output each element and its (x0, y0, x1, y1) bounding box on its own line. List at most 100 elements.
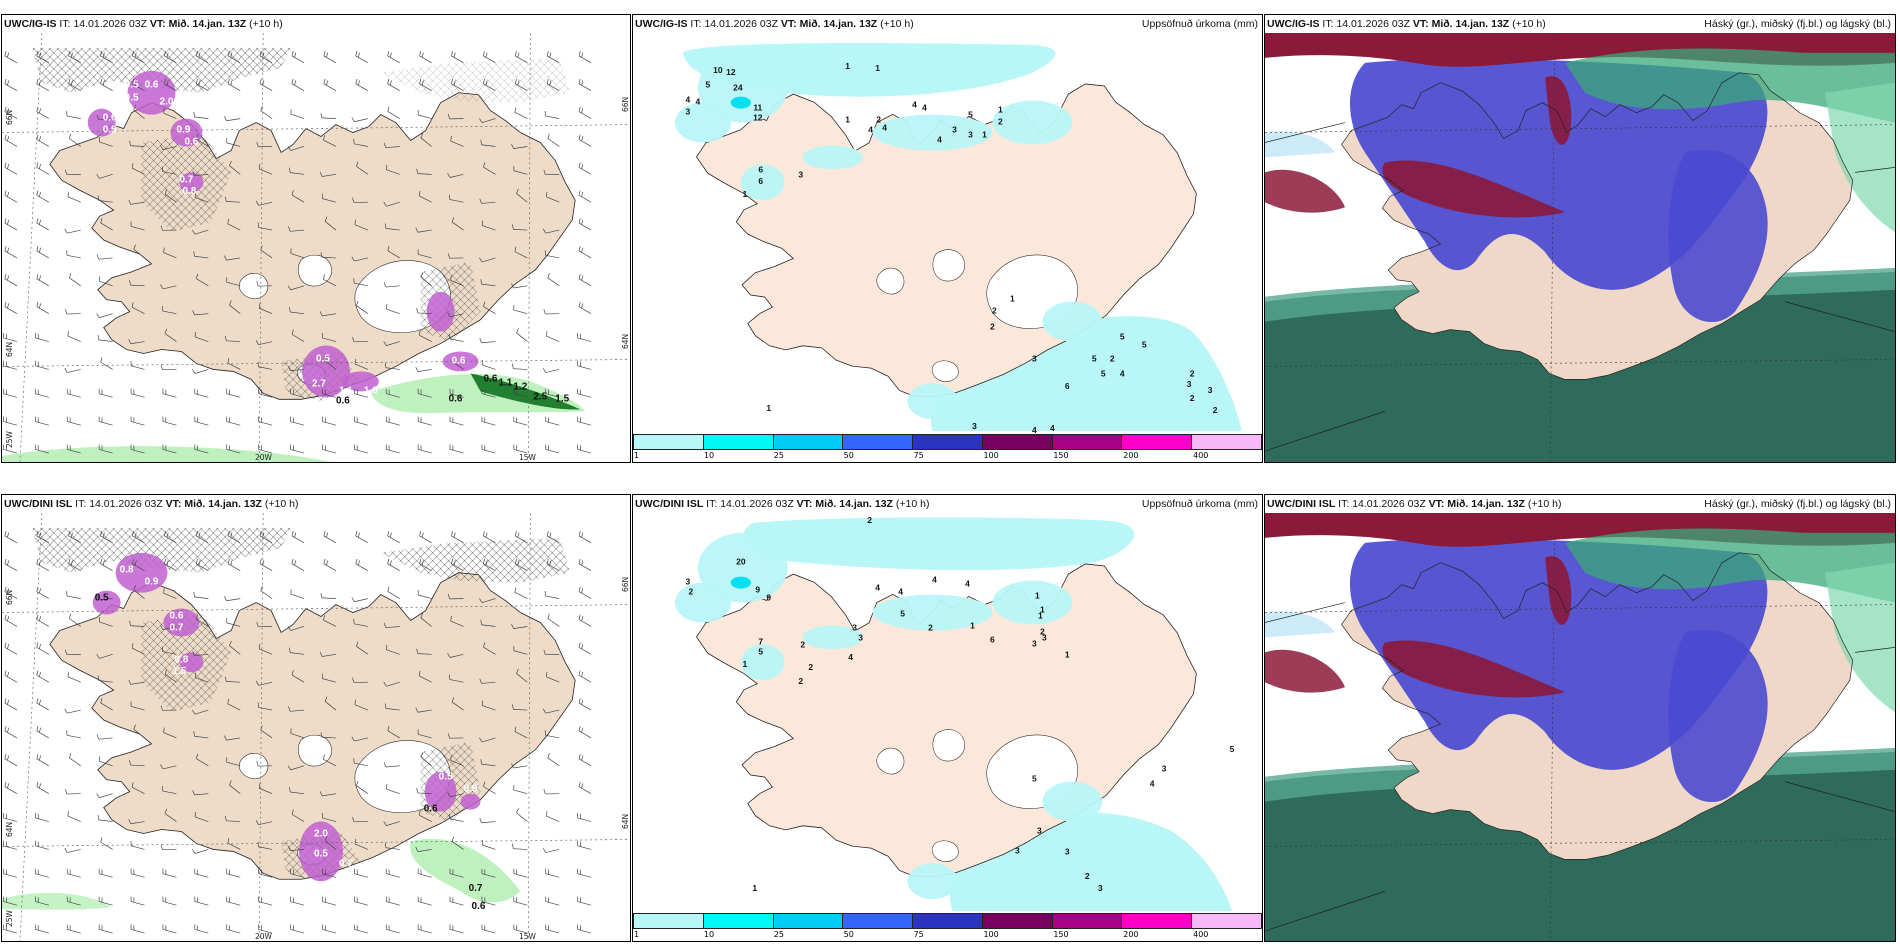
wind-barb (542, 368, 560, 373)
domain-boundary (1265, 410, 1386, 452)
precip-area (1042, 781, 1103, 822)
wind-barb (132, 530, 145, 544)
wind-barb (419, 50, 432, 64)
precip-value-label: 0.5 (95, 593, 109, 604)
map-area[interactable]: 0.7 0.6 0.8 0.9 0.6 0.7 0.8 1.5 1.0 0.5 0.9 2.0 0.5 0… (2, 513, 630, 941)
wind-barb (415, 846, 432, 852)
wind-barb (447, 652, 464, 658)
map-area[interactable] (1265, 33, 1895, 462)
panel-title: Háský (gr.), miðský (fj.bl.) og lágský (… (1704, 498, 1891, 510)
wind-barb (385, 924, 400, 934)
wind-barb (578, 246, 592, 259)
glacier (931, 360, 959, 382)
wind-barb (578, 134, 592, 147)
map-area[interactable]: 10 12 5 24 4 4 3 11 12 6 6 1 3 1 1 1 4 2 4 4 4 4 5 1 2 3 3 1 1 2 2 3 2 5 5… (633, 33, 1262, 434)
coastline (1341, 72, 1854, 380)
wind-barb (355, 50, 369, 64)
panel-bottom-left-wind-precip: UWC/DINI ISL IT: 14.01.2026 03Z VT: Mið.… (1, 494, 631, 942)
wind-barb (66, 730, 81, 739)
precip-value-label: 2 (992, 306, 997, 316)
it-label: IT: (706, 498, 718, 510)
model-name: UWC/DINI ISL (635, 498, 704, 510)
legend-swatch (703, 435, 774, 449)
wind-barb (417, 868, 432, 878)
wind-barb (353, 896, 368, 906)
precip-value-label: 4 (937, 134, 942, 144)
high-cloud-area (1265, 169, 1345, 213)
precip-value-label: 3 (686, 107, 691, 117)
wind-barb (4, 246, 18, 259)
wind-barb (543, 309, 560, 315)
longitude-gridline (527, 513, 531, 941)
wind-barb (36, 726, 50, 739)
wind-barb (353, 444, 368, 454)
precip-value-label: 24 (733, 83, 743, 93)
wind-barb (163, 588, 177, 599)
precip-value-label: 3 (1208, 385, 1213, 395)
wind-barb (417, 249, 432, 259)
precip-value-label: 1 (845, 115, 850, 125)
map-area[interactable]: 0.5 0.6 2.0 0.5 0.6 0.5 0.9 0.6 0.7 0.8 0.5 2.7 1.1 1… (2, 33, 630, 462)
wind-barb (96, 115, 113, 121)
map-area[interactable]: 2 20 3 2 9 9 7 5 1 2 2 2 3 3 4 4 4 5 4 4 2 1 1 1 3 3 1 2 1 6 5 3 4 5 3 3 2 3 3… (633, 513, 1262, 913)
wind-barb (3, 332, 18, 342)
precip-area (992, 580, 1073, 625)
wind-barb (450, 136, 464, 147)
wind-barb (577, 444, 592, 454)
precip-value-label: 3 (852, 622, 857, 632)
wind-barb (481, 924, 496, 934)
wind-barb (196, 614, 209, 627)
mid-cloud-area (1668, 629, 1768, 803)
wind-barb (68, 530, 81, 544)
hatched-area (31, 527, 292, 573)
wind-barb (66, 896, 81, 906)
map-area[interactable] (1265, 513, 1895, 941)
glacier (931, 840, 959, 862)
wind-barb (100, 357, 113, 370)
wind-barb (36, 218, 50, 231)
wind-barb (353, 868, 368, 878)
precip-value-label: 4 (965, 579, 970, 589)
latitude-gridline (1265, 359, 1895, 367)
it-label: IT: (59, 18, 71, 30)
wind-barb (162, 924, 177, 934)
wind-barb (542, 848, 560, 853)
wind-barb (96, 793, 113, 799)
wind-barb (481, 839, 496, 850)
wind-barb (351, 256, 368, 262)
precip-value-label: 2 (1213, 405, 1218, 415)
precip-value-label: 2 (990, 322, 995, 332)
wind-barb (257, 222, 273, 231)
wind-barb (259, 558, 273, 572)
wind-barb (259, 530, 273, 544)
precip-area-heavy (730, 96, 751, 109)
precip-value-label: 2.7 (312, 378, 326, 389)
precip-value-label: 2.5 (533, 391, 547, 402)
wind-barb (545, 896, 560, 906)
wind-barb (160, 145, 177, 150)
wind-barb (287, 146, 305, 151)
precip-value-label: 5 (968, 110, 973, 120)
wind-barb (160, 705, 177, 711)
wind-barb (578, 670, 592, 683)
wind-barb (545, 444, 560, 454)
panel-title: Háský (gr.), miðský (fj.bl.) og lágský (… (1704, 18, 1891, 30)
precip-value-label: 2 (808, 662, 813, 672)
green-cloud-area (1565, 48, 1895, 123)
lon-label-25w: 25W (5, 431, 14, 448)
latitude-gridline (1265, 839, 1895, 847)
wind-barb (258, 643, 273, 655)
precip-value-label: 7 (758, 636, 763, 646)
legend-tick-label: 25 (773, 930, 784, 939)
wind-barb (387, 245, 400, 259)
wind-barb (226, 444, 241, 454)
wind-barb (578, 301, 592, 314)
wind-barb (447, 312, 464, 318)
precip-value-label: 3 (972, 421, 977, 431)
precip-area (802, 145, 863, 170)
lead-time: (+10 h) (1512, 18, 1546, 30)
precip-value-label: 4 (932, 575, 937, 585)
wind-barb (383, 762, 400, 768)
precip-value-label: 0.5 (314, 848, 328, 859)
wind-barb (323, 50, 337, 64)
